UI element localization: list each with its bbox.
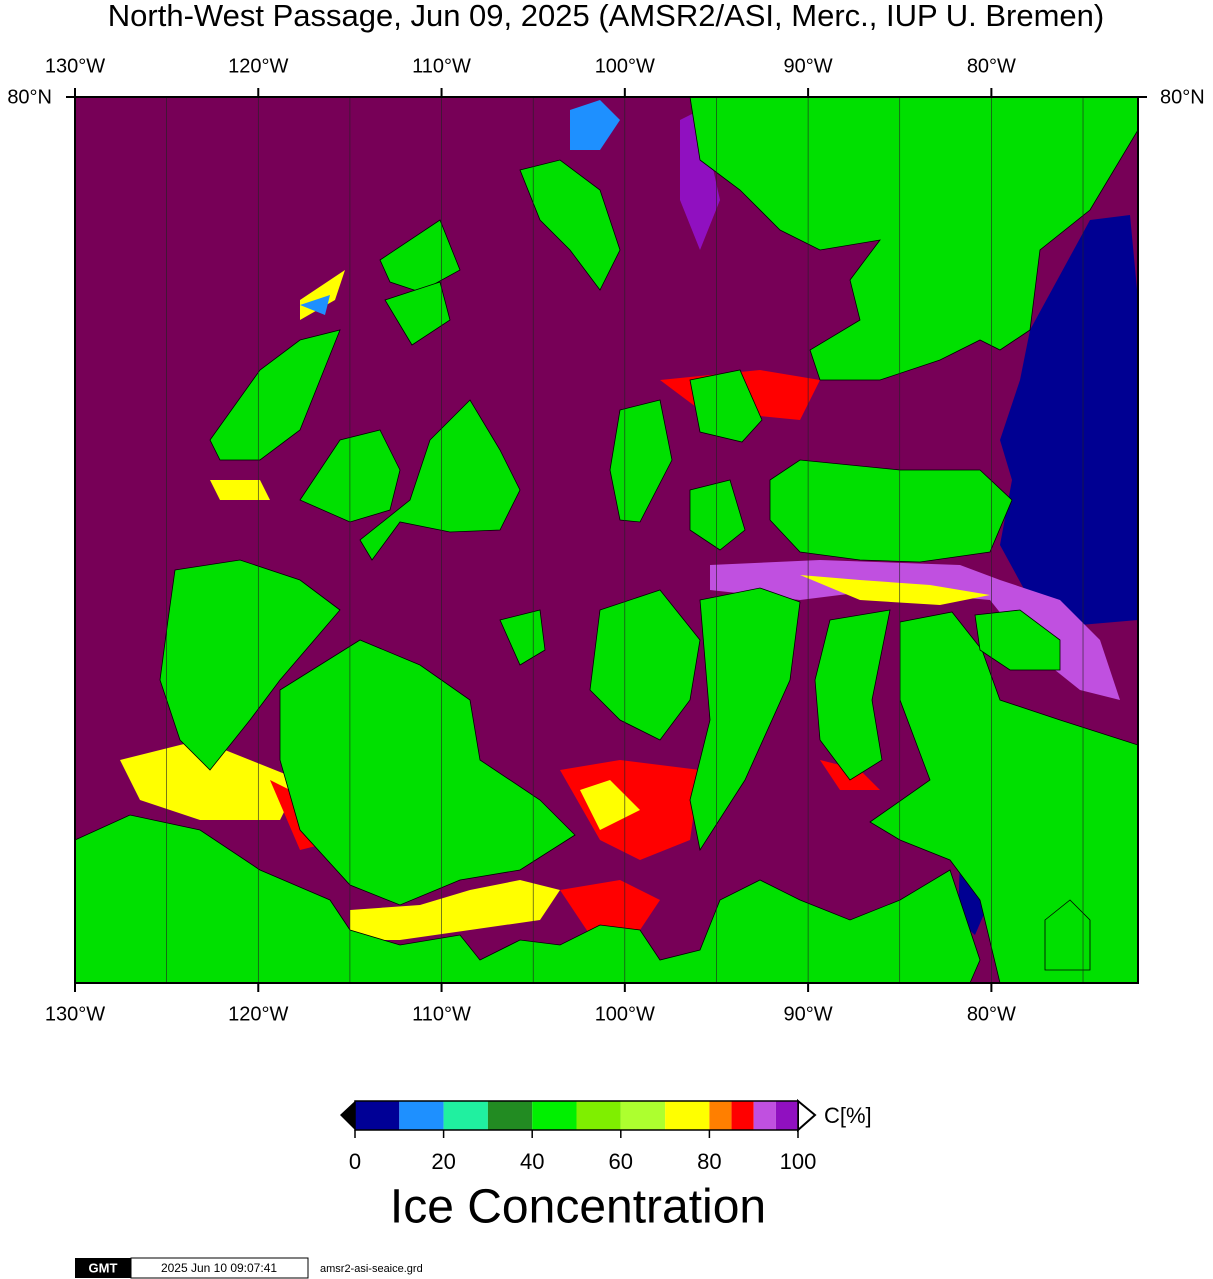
timestamp-box bbox=[130, 1257, 309, 1279]
land bbox=[974, 609, 1061, 671]
colorbar-tick-label: 20 bbox=[431, 1149, 455, 1174]
colorbar-title: Ice Concentration bbox=[390, 1181, 766, 1234]
land bbox=[1044, 899, 1091, 971]
open-water bbox=[1000, 215, 1138, 625]
colorbar-segment bbox=[399, 1101, 444, 1130]
colorbar-unit: C[%] bbox=[824, 1103, 872, 1128]
map-area: 80°N 80°N bbox=[7, 86, 1205, 984]
colorbar-segment bbox=[731, 1101, 754, 1130]
land bbox=[74, 814, 981, 984]
colorbar-tick-label: 100 bbox=[780, 1149, 817, 1174]
land-masses bbox=[74, 96, 1139, 984]
lon-label: 110°W bbox=[412, 55, 471, 77]
colorbar-segment bbox=[576, 1101, 621, 1130]
land bbox=[359, 399, 521, 561]
colorbar: C[%] Ice Concentration 0 20 40 60 80 100 bbox=[340, 1098, 872, 1234]
colorbar-segment bbox=[775, 1101, 798, 1130]
colorbar-over-arrow bbox=[797, 1098, 817, 1133]
colorbar-tick-label: 60 bbox=[609, 1149, 633, 1174]
colorbar-segment bbox=[443, 1101, 488, 1130]
lon-label: 100°W bbox=[595, 1003, 655, 1025]
ice-noise bbox=[120, 100, 1120, 940]
land bbox=[769, 459, 1013, 563]
land bbox=[689, 96, 1139, 381]
land bbox=[279, 639, 576, 906]
lon-label: 120°W bbox=[228, 55, 288, 77]
land bbox=[159, 559, 341, 771]
colorbar-segment bbox=[709, 1101, 732, 1130]
lon-label: 90°W bbox=[784, 1003, 833, 1025]
colorbar-segment bbox=[753, 1101, 776, 1130]
colorbar-segment bbox=[620, 1101, 666, 1130]
footer: GMT 2025 Jun 10 09:07:41 amsr2-asi-seaic… bbox=[75, 1257, 423, 1279]
lon-label: 90°W bbox=[784, 55, 833, 77]
lon-label: 80°W bbox=[967, 55, 1016, 77]
colorbar-frame bbox=[354, 1100, 799, 1131]
lon-label: 130°W bbox=[45, 1003, 105, 1025]
lat-label: 80°N bbox=[1160, 86, 1205, 108]
graticule bbox=[74, 97, 1084, 983]
lat-label: 80°N bbox=[7, 86, 52, 108]
land bbox=[499, 609, 546, 666]
colorbar-segment bbox=[355, 1101, 400, 1130]
land bbox=[609, 399, 673, 523]
lon-label: 110°W bbox=[412, 1003, 471, 1025]
lon-label: 120°W bbox=[228, 1003, 288, 1025]
timestamp: 2025 Jun 10 09:07:41 bbox=[161, 1261, 277, 1275]
colorbar-segment bbox=[487, 1101, 533, 1130]
land bbox=[589, 589, 701, 741]
land bbox=[209, 329, 341, 461]
lon-label: 80°W bbox=[967, 1003, 1016, 1025]
land bbox=[689, 587, 801, 852]
colorbar-segment bbox=[532, 1101, 577, 1130]
land bbox=[689, 369, 763, 443]
colorbar-tick-label: 40 bbox=[520, 1149, 544, 1174]
land bbox=[814, 609, 891, 781]
map-title: North-West Passage, Jun 09, 2025 (AMSR2/… bbox=[108, 0, 1104, 33]
map-frame bbox=[74, 96, 1139, 984]
lon-label: 130°W bbox=[45, 55, 105, 77]
land bbox=[379, 219, 461, 293]
land bbox=[519, 159, 621, 291]
colorbar-under-arrow bbox=[340, 1101, 355, 1130]
land bbox=[689, 479, 746, 551]
colorbar-segment bbox=[665, 1101, 710, 1130]
lon-label: 100°W bbox=[595, 55, 655, 77]
colorbar-tick-label: 80 bbox=[697, 1149, 721, 1174]
logo: GMT bbox=[89, 1260, 118, 1275]
logo-box bbox=[75, 1258, 131, 1278]
colorbar-tick-label: 0 bbox=[349, 1149, 361, 1174]
land bbox=[384, 281, 451, 346]
file-name: amsr2-asi-seaice.grd bbox=[320, 1263, 423, 1275]
